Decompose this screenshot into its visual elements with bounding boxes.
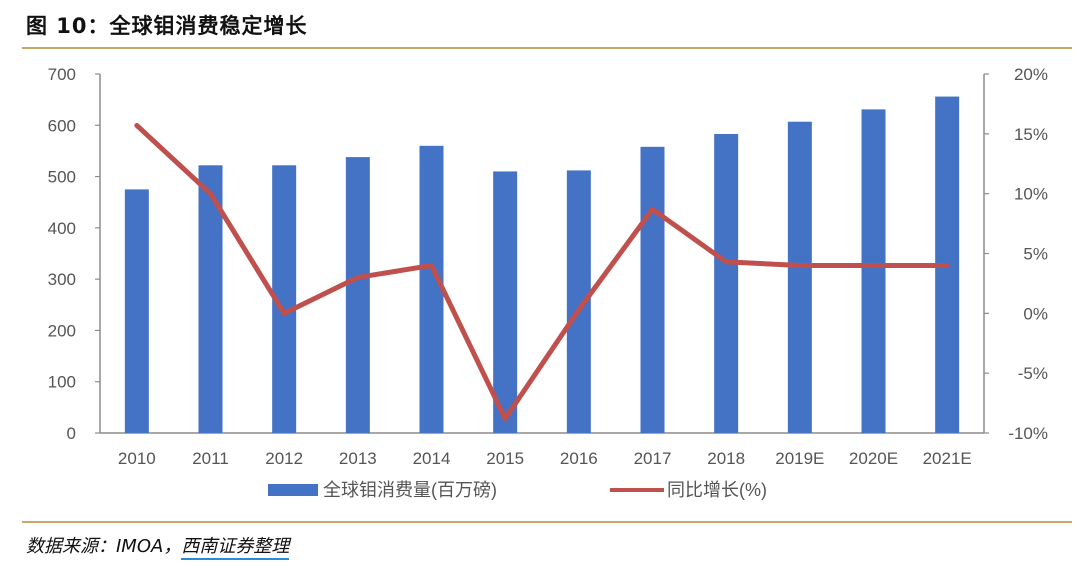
source-org: 西南证券整理 — [181, 536, 290, 560]
left-axis-tick-label: 600 — [48, 116, 76, 135]
source-note: 数据来源：IMOA，西南证券整理 — [26, 532, 290, 560]
left-axis-tick-label: 100 — [48, 373, 76, 392]
x-axis-tick-label: 2019E — [775, 449, 824, 468]
mixed-bar-line-chart: 0 100 200 300 400 500 600 700 -10% -5% 0% 5% 10% 15%… — [48, 65, 1048, 500]
legend-label-line: 同比增长(%) — [667, 480, 767, 500]
x-axis-tick-label: 2015 — [486, 449, 524, 468]
right-axis-tick-label: 10% — [1014, 185, 1048, 204]
line-series — [134, 122, 950, 422]
bar — [787, 121, 812, 434]
left-axis-tick-label: 700 — [48, 65, 76, 84]
x-axis-tick-label: 2018 — [707, 449, 745, 468]
figure-title: 图 10：全球钼消费稳定增长 — [26, 14, 308, 38]
bar — [124, 189, 149, 433]
line-point — [871, 263, 876, 268]
left-axis-tick-label: 400 — [48, 219, 76, 238]
x-axis-tick-label: 2010 — [118, 449, 156, 468]
line-point — [355, 275, 360, 280]
right-axis-tick-label: 5% — [1023, 245, 1048, 264]
x-axis-tick-label: 2012 — [265, 449, 303, 468]
line-point — [650, 207, 655, 212]
right-axis-tick-label: 15% — [1014, 125, 1048, 144]
bar — [345, 157, 370, 433]
legend: 全球钼消费量(百万磅) 同比增长(%) — [268, 480, 767, 500]
x-axis-tick-label: 2021E — [923, 449, 972, 468]
left-axis-tick-label: 200 — [48, 321, 76, 340]
bar — [640, 146, 665, 433]
line-point — [429, 263, 434, 268]
line-point — [945, 263, 950, 268]
line-point — [503, 416, 508, 421]
x-axis-tick-label: 2017 — [634, 449, 672, 468]
x-axis-tick-label: 2013 — [339, 449, 377, 468]
x-axis: 2010 2011 2012 2013 2014 2015 2016 2017 2018 2019… — [100, 432, 984, 468]
bar — [493, 171, 518, 433]
line-point — [576, 307, 581, 312]
left-axis-tick-label: 300 — [48, 270, 76, 289]
x-axis-tick-label: 2014 — [413, 449, 451, 468]
line-path — [134, 122, 950, 422]
right-axis-tick-label: -5% — [1018, 364, 1048, 383]
bar — [714, 134, 739, 434]
source-rule — [22, 521, 1072, 523]
right-y-axis: -10% -5% 0% 5% 10% 15% 20% — [983, 65, 1048, 443]
bar — [861, 109, 886, 433]
line-point — [208, 191, 213, 196]
right-axis-tick-label: 20% — [1014, 65, 1048, 84]
line-point — [282, 311, 287, 316]
left-y-axis: 0 100 200 300 400 500 600 700 — [48, 65, 101, 443]
right-axis-tick-label: -10% — [1008, 424, 1048, 443]
x-axis-tick-label: 2020E — [849, 449, 898, 468]
x-axis-tick-label: 2016 — [560, 449, 598, 468]
x-axis-tick-label: 2011 — [192, 449, 229, 468]
left-axis-tick-label: 500 — [48, 168, 76, 187]
right-axis-tick-label: 0% — [1023, 304, 1048, 323]
bar — [419, 145, 444, 434]
line-point — [134, 123, 139, 128]
title-rule — [22, 47, 1072, 49]
left-axis-tick-label: 0 — [67, 424, 76, 443]
line-point — [797, 263, 802, 268]
line-point — [724, 259, 729, 264]
legend-swatch-bar — [268, 484, 318, 496]
legend-label-bar: 全球钼消费量(百万磅) — [323, 480, 497, 500]
source-prefix: 数据来源：IMOA， — [26, 536, 182, 557]
